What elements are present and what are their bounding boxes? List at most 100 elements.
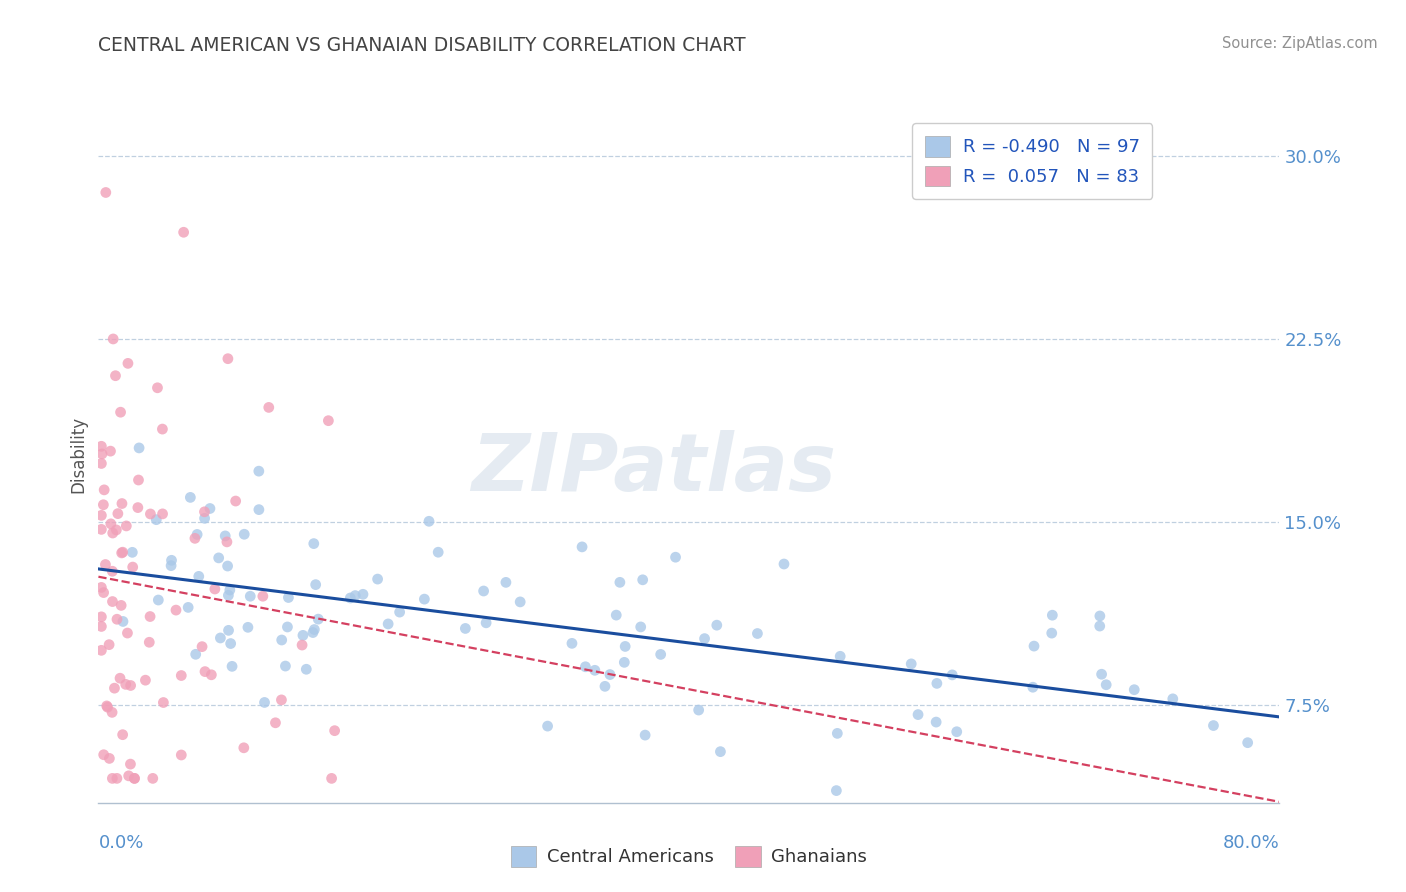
Point — [475, 615, 498, 630]
Point — [1095, 678, 1118, 692]
Point — [274, 659, 297, 673]
Point — [631, 573, 654, 587]
Point — [90, 439, 112, 453]
Point — [945, 724, 967, 739]
Point — [614, 640, 637, 654]
Text: 80.0%: 80.0% — [1223, 834, 1279, 852]
Point — [706, 618, 728, 632]
Point — [186, 527, 208, 541]
Point — [339, 591, 361, 605]
Point — [1088, 619, 1111, 633]
Point — [148, 593, 170, 607]
Point — [115, 519, 138, 533]
Point — [1022, 680, 1045, 694]
Point — [118, 769, 141, 783]
Point — [138, 635, 160, 649]
Point — [177, 600, 200, 615]
Point — [165, 603, 187, 617]
Point — [134, 673, 156, 688]
Point — [709, 745, 731, 759]
Point — [104, 368, 127, 383]
Point — [98, 751, 121, 765]
Point — [170, 668, 193, 682]
Point — [117, 626, 139, 640]
Point — [747, 626, 769, 640]
Point — [1022, 639, 1045, 653]
Point — [233, 527, 256, 541]
Point — [111, 497, 134, 511]
Point — [96, 700, 118, 714]
Point — [323, 723, 346, 738]
Point — [152, 422, 174, 436]
Point — [318, 414, 340, 428]
Point — [193, 505, 215, 519]
Point — [100, 516, 122, 531]
Point — [198, 501, 221, 516]
Text: 0.0%: 0.0% — [98, 834, 143, 852]
Point — [925, 715, 948, 730]
Point — [277, 591, 299, 605]
Point — [367, 572, 389, 586]
Point — [160, 558, 183, 573]
Point — [247, 502, 270, 516]
Point — [103, 681, 125, 695]
Point — [413, 592, 436, 607]
Point — [121, 560, 143, 574]
Point — [377, 616, 399, 631]
Point — [101, 594, 124, 608]
Point — [693, 632, 716, 646]
Point — [599, 667, 621, 681]
Point — [93, 585, 115, 599]
Point — [509, 595, 531, 609]
Point — [941, 668, 963, 682]
Point — [1091, 667, 1114, 681]
Point — [179, 491, 201, 505]
Point — [1123, 682, 1146, 697]
Point — [94, 558, 117, 572]
Point — [187, 569, 209, 583]
Point — [105, 772, 128, 786]
Point — [218, 624, 240, 638]
Point — [221, 659, 243, 673]
Point — [561, 636, 583, 650]
Point — [90, 457, 112, 471]
Point — [214, 529, 236, 543]
Point — [208, 550, 231, 565]
Point — [124, 772, 146, 786]
Point — [270, 693, 292, 707]
Point — [344, 589, 367, 603]
Text: ZIPatlas: ZIPatlas — [471, 430, 837, 508]
Point — [170, 747, 193, 762]
Point — [145, 513, 167, 527]
Point — [827, 726, 849, 740]
Point — [1040, 608, 1063, 623]
Point — [93, 483, 115, 497]
Point — [583, 663, 606, 677]
Point — [302, 625, 325, 640]
Point — [101, 564, 124, 578]
Point — [217, 559, 239, 574]
Point — [184, 648, 207, 662]
Point — [1088, 609, 1111, 624]
Point — [630, 620, 652, 634]
Point — [247, 464, 270, 478]
Point — [90, 581, 112, 595]
Point — [609, 575, 631, 590]
Point — [111, 546, 134, 560]
Point — [114, 677, 136, 691]
Text: CENTRAL AMERICAN VS GHANAIAN DISABILITY CORRELATION CHART: CENTRAL AMERICAN VS GHANAIAN DISABILITY … — [98, 36, 747, 54]
Point — [830, 649, 852, 664]
Point — [418, 514, 440, 528]
Point — [105, 612, 128, 626]
Point — [321, 772, 343, 786]
Point — [105, 523, 128, 537]
Point — [270, 632, 292, 647]
Point — [194, 511, 217, 525]
Point — [128, 441, 150, 455]
Point — [146, 381, 169, 395]
Point — [239, 589, 262, 603]
Y-axis label: Disability: Disability — [69, 417, 87, 493]
Point — [215, 534, 238, 549]
Point — [111, 728, 134, 742]
Point — [571, 540, 593, 554]
